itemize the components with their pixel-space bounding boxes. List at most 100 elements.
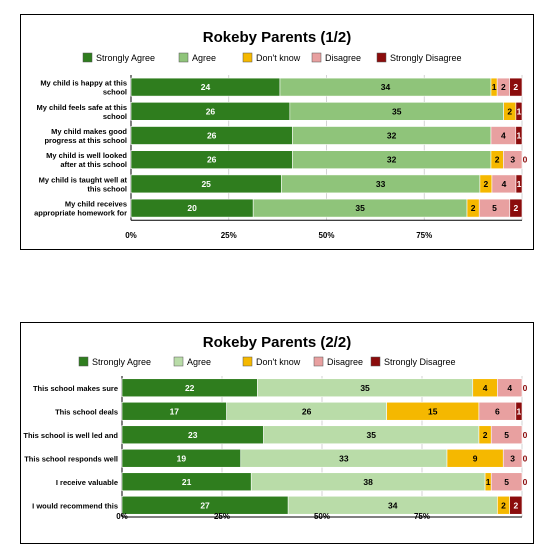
category-label: My child feels safe at this school	[37, 103, 127, 121]
data-label: 1	[517, 106, 522, 116]
data-label: 4	[502, 179, 507, 189]
bar-segment	[497, 378, 523, 398]
data-label: 17	[170, 406, 180, 416]
data-label: 0	[523, 453, 528, 463]
x-tick-label: 0%	[116, 512, 128, 521]
category-label: This school responds well	[24, 454, 118, 463]
category-label-line: My child is happy at this	[40, 79, 127, 88]
x-tick-label: 0%	[125, 231, 137, 240]
legend-label: Don't know	[256, 53, 301, 63]
data-label: 0	[523, 430, 528, 440]
data-label: 34	[381, 82, 391, 92]
data-label: 2	[514, 203, 519, 213]
category-label-line: This school makes sure	[33, 384, 118, 393]
data-label: 2	[501, 500, 506, 510]
category-label-line: school	[103, 112, 127, 121]
data-label: 32	[387, 131, 397, 141]
category-label: My child is taught well at this school	[39, 175, 128, 193]
category-label-line: school	[103, 88, 127, 97]
data-label: 1	[517, 179, 522, 189]
category-label-line: appropriate homework for	[34, 209, 127, 218]
data-label: 2	[513, 500, 518, 510]
chart-2-gridlines	[121, 376, 523, 518]
data-label: 1	[517, 406, 522, 416]
category-label: My child makes good progress at this scho…	[44, 127, 127, 145]
chart-2-svg: Rokeby Parents (2/2) Strongly Agree Agree…	[23, 334, 528, 521]
data-label: 5	[504, 477, 509, 487]
data-label: 32	[387, 155, 397, 165]
data-label: 26	[302, 406, 312, 416]
category-label-line: progress at this school	[44, 136, 127, 145]
category-label: My child is well looked after at this sch…	[46, 151, 127, 169]
category-label-line: I receive valuable	[56, 478, 118, 487]
data-label: 4	[483, 383, 488, 393]
data-label: 0	[523, 155, 528, 165]
chart-2-legend: Strongly Agree Agree Don't know Disagree Str…	[78, 356, 456, 367]
data-label: 1	[517, 131, 522, 141]
category-label: I receive valuable	[56, 478, 118, 487]
data-label: 3	[510, 453, 515, 463]
bar-segment	[490, 472, 523, 492]
bar-segment	[509, 495, 523, 515]
data-label: 0	[523, 477, 528, 487]
legend-swatch	[173, 356, 184, 367]
legend-label: Strongly Agree	[92, 357, 151, 367]
category-label-line: This school deals	[55, 407, 118, 416]
data-label: 35	[360, 383, 370, 393]
data-label: 25	[201, 179, 211, 189]
data-label: 1	[486, 477, 491, 487]
data-label: 2	[471, 203, 476, 213]
data-label: 22	[185, 383, 195, 393]
data-label: 1	[492, 82, 497, 92]
data-label: 35	[392, 106, 402, 116]
category-label: This school deals	[55, 407, 118, 416]
category-label-line: My child makes good	[51, 127, 127, 136]
data-label: 23	[188, 430, 198, 440]
legend-swatch	[313, 356, 324, 367]
legend-swatch	[242, 52, 253, 63]
bar-segment	[515, 126, 523, 145]
chart-1-legend: Strongly Agree Agree Don't know Disagree Str…	[82, 52, 462, 63]
category-label-line: this school	[87, 184, 127, 193]
data-label: 15	[428, 406, 438, 416]
category-label: I would recommend this	[32, 501, 118, 510]
category-label-line: This school responds well	[24, 454, 118, 463]
x-tick-label: 75%	[416, 231, 432, 240]
legend-label: Disagree	[325, 53, 361, 63]
bar-segment	[502, 448, 523, 468]
category-label-line: My child feels safe at this	[37, 103, 127, 112]
data-label: 9	[473, 453, 478, 463]
x-tick-label: 50%	[314, 512, 330, 521]
data-label: 33	[376, 179, 386, 189]
chart-panel-2: Rokeby Parents (2/2) Strongly Agree Agree…	[20, 322, 534, 544]
legend-swatch	[78, 356, 89, 367]
legend-label: Strongly Disagree	[384, 357, 456, 367]
data-label: 27	[200, 500, 210, 510]
data-label: 2	[513, 82, 518, 92]
legend-label: Strongly Disagree	[390, 53, 462, 63]
legend-label: Strongly Agree	[96, 53, 155, 63]
bar-segment	[515, 102, 523, 121]
data-label: 3	[510, 155, 515, 165]
x-tick-label: 75%	[414, 512, 430, 521]
data-label: 2	[501, 82, 506, 92]
category-label: My child receives appropriate homework fo…	[34, 200, 127, 218]
data-label: 2	[483, 430, 488, 440]
category-label-line: My child is well looked	[46, 151, 127, 160]
category-label-line: after at this school	[60, 160, 127, 169]
data-label: 2	[484, 179, 489, 189]
category-label: This school is well led and	[23, 431, 118, 440]
legend-swatch	[311, 52, 322, 63]
bar-segment	[503, 150, 523, 169]
bar-segment	[515, 401, 523, 421]
chart-1-svg: Rokeby Parents (1/2) Strongly Agree Agree…	[34, 29, 528, 240]
category-label-line: My child receives	[65, 200, 127, 209]
legend-swatch	[376, 52, 387, 63]
data-label: 38	[363, 477, 373, 487]
data-label: 26	[207, 155, 217, 165]
legend-label: Agree	[187, 357, 211, 367]
data-label: 19	[177, 453, 187, 463]
category-label: This school makes sure	[33, 384, 118, 393]
data-label: 26	[206, 106, 216, 116]
bar-segment	[490, 425, 523, 445]
